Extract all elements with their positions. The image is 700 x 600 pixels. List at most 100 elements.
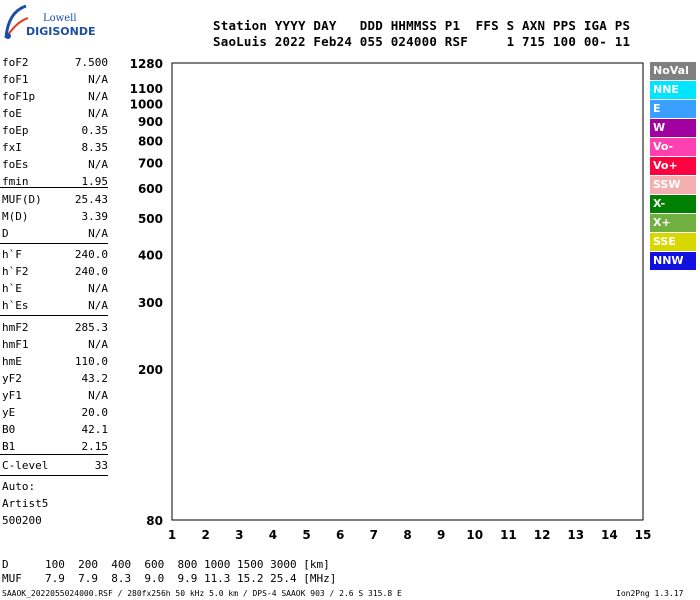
param-name: yF1 — [2, 389, 22, 402]
param-row: B0 42.1 — [2, 423, 108, 440]
param-value: 33 — [94, 459, 108, 472]
param-name: hmF2 — [2, 321, 29, 334]
chart-axes: 1 2 3 4 5 6 7 8 9 10 11 12 13 14 158020030040050060070… — [130, 57, 652, 542]
legend-item-w: W — [650, 119, 696, 137]
param-value: N/A — [88, 338, 108, 351]
param-name: h`F — [2, 248, 22, 261]
y-tick-label: 80 — [146, 514, 163, 528]
y-tick-label: 1280 — [130, 57, 163, 71]
x-tick-label: 12 — [534, 528, 551, 542]
param-name: hmE — [2, 355, 22, 368]
x-tick-label: 13 — [567, 528, 584, 542]
param-row: fmin 1.95 — [2, 175, 108, 192]
footer-software: Ion2Png 1.3.17 — [616, 589, 684, 598]
legend-item-nne: NNE — [650, 81, 696, 99]
y-tick-label: 700 — [138, 156, 163, 170]
param-name: foEp — [2, 124, 29, 137]
legend-item-e: E — [650, 100, 696, 118]
param-name: fmin — [2, 175, 29, 188]
y-tick-label: 1100 — [130, 82, 163, 96]
param-row: foE N/A — [2, 107, 108, 124]
param-value: N/A — [88, 73, 108, 86]
footer-d-values: 100 200 400 600 800 1000 1500 3000 [km] — [45, 558, 330, 571]
param-row: yF1 N/A — [2, 389, 108, 406]
legend-item-ssw: SSW — [650, 176, 696, 194]
param-name: yE — [2, 406, 16, 419]
param-value: N/A — [88, 299, 108, 312]
param-value: 0.35 — [81, 124, 109, 137]
param-name: B1 — [2, 440, 16, 453]
param-name: h`E — [2, 282, 22, 295]
param-row: hmE 110.0 — [2, 355, 108, 372]
param-value: 7.500 — [74, 56, 108, 69]
param-row: yE 20.0 — [2, 406, 108, 423]
param-row: h`F 240.0 — [2, 248, 108, 265]
param-row: h`F2 240.0 — [2, 265, 108, 282]
param-name: B0 — [2, 423, 16, 436]
param-value: 240.0 — [74, 248, 108, 261]
param-name: D — [2, 227, 9, 240]
param-row-clevel: C-level 33 — [2, 459, 108, 476]
param-row: h`E N/A — [2, 282, 108, 299]
x-tick-label: 2 — [201, 528, 209, 542]
y-tick-label: 600 — [138, 182, 163, 196]
auto-version-number: 500200 — [2, 514, 42, 527]
logo: Lowell DIGISONDE — [0, 0, 110, 46]
y-tick-label: 400 — [138, 249, 163, 263]
param-name: M(D) — [2, 210, 29, 223]
param-row: hmF1 N/A — [2, 338, 108, 355]
separator — [0, 243, 108, 244]
param-row: foF1 N/A — [2, 73, 108, 90]
param-name: h`Es — [2, 299, 29, 312]
logo-name: DIGISONDE — [26, 25, 96, 38]
legend-item-x-plus: X+ — [650, 214, 696, 232]
x-tick-label: 5 — [302, 528, 310, 542]
x-tick-label: 14 — [601, 528, 618, 542]
x-tick-label: 15 — [635, 528, 652, 542]
logo-emblem-icon — [4, 4, 29, 39]
x-tick-label: 8 — [403, 528, 411, 542]
y-tick-label: 900 — [138, 115, 163, 129]
param-name: h`F2 — [2, 265, 29, 278]
legend-item-nnw: NNW — [650, 252, 696, 270]
footer-file-info: SAAOK_2022055024000.RSF / 280fx256h 50 k… — [2, 589, 402, 598]
separator — [0, 187, 108, 188]
param-value: 8.35 — [81, 141, 109, 154]
x-tick-label: 4 — [269, 528, 277, 542]
param-row: hmF2 285.3 — [2, 321, 108, 338]
param-row: foEp 0.35 — [2, 124, 108, 141]
auto-artist: Artist5 — [2, 497, 108, 514]
param-value: N/A — [88, 389, 108, 402]
param-value: 3.39 — [81, 210, 109, 223]
x-tick-label: 10 — [466, 528, 483, 542]
y-tick-label: 200 — [138, 363, 163, 377]
param-value: 1.95 — [81, 175, 109, 188]
param-value: 20.0 — [81, 406, 109, 419]
y-tick-label: 1000 — [130, 98, 163, 112]
y-tick-label: 500 — [138, 212, 163, 226]
param-name: C-level — [2, 459, 49, 472]
x-tick-label: 6 — [336, 528, 344, 542]
auto-artist-name: Artist5 — [2, 497, 49, 510]
param-name: hmF1 — [2, 338, 29, 351]
plot-frame — [171, 62, 644, 521]
header-line-2: SaoLuis 2022 Feb24 055 024000 RSF 1 715 … — [213, 34, 631, 49]
param-row: B1 2.15 — [2, 440, 108, 457]
param-name: fxI — [2, 141, 22, 154]
param-value: N/A — [88, 282, 108, 295]
param-value: 110.0 — [74, 355, 108, 368]
footer-d-label: D — [2, 558, 9, 571]
footer-muf-values: 7.9 7.9 8.3 9.0 9.9 11.3 15.2 25.4 [MHz] — [45, 572, 337, 585]
param-name: foEs — [2, 158, 29, 171]
y-tick-label: 800 — [138, 134, 163, 148]
param-value: 240.0 — [74, 265, 108, 278]
separator — [0, 315, 108, 316]
x-tick-label: 7 — [370, 528, 378, 542]
footer-muf-label: MUF — [2, 572, 22, 585]
legend-item-noval: NoVal — [650, 62, 696, 80]
legend-item-sse: SSE — [650, 233, 696, 251]
param-name: MUF(D) — [2, 193, 42, 206]
auto-version: 500200 — [2, 514, 108, 531]
param-row: foF2 7.500 — [2, 56, 108, 73]
param-row: MUF(D) 25.43 — [2, 193, 108, 210]
